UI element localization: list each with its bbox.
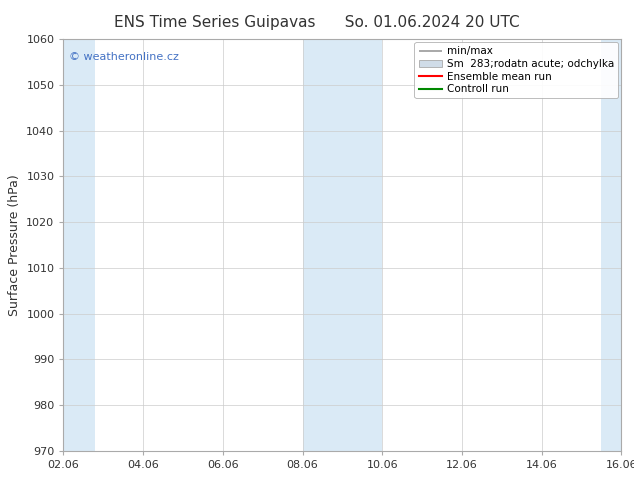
Text: © weatheronline.cz: © weatheronline.cz	[69, 51, 179, 62]
Bar	[302, 39, 382, 451]
Bar	[602, 39, 621, 451]
Bar	[63, 39, 95, 451]
Text: ENS Time Series Guipavas      So. 01.06.2024 20 UTC: ENS Time Series Guipavas So. 01.06.2024 …	[114, 15, 520, 30]
Y-axis label: Surface Pressure (hPa): Surface Pressure (hPa)	[8, 174, 21, 316]
Legend: min/max, Sm  283;rodatn acute; odchylka, Ensemble mean run, Controll run: min/max, Sm 283;rodatn acute; odchylka, …	[415, 42, 618, 98]
